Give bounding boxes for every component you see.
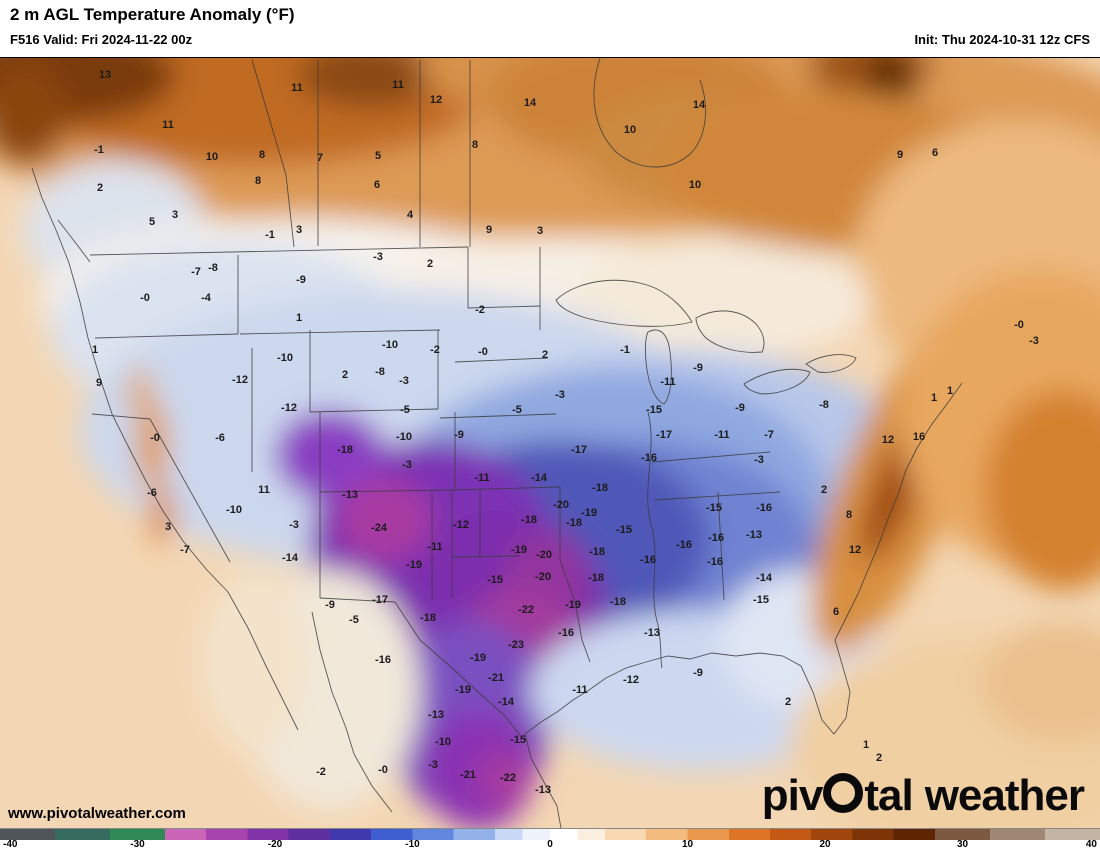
colorbar-tick-label: -10: [405, 839, 420, 850]
map-header: 2 m AGL Temperature Anomaly (°F) F516 Va…: [0, 0, 1100, 58]
colorbar-ticks: -40 -30 -20 -10 0 10 20 30 40: [0, 839, 1100, 850]
pivotal-weather-logo: piv tal weather: [761, 771, 1085, 820]
colorbar-tick-label: 20: [819, 839, 831, 850]
colorbar-tick-label: 10: [681, 839, 694, 850]
colorbar-tick-label: 0: [547, 839, 553, 850]
colorbar-tick-label: -40: [3, 839, 18, 850]
logo-text-weather: weather: [924, 771, 1085, 820]
init-time-label: Init: Thu 2024-10-31 12z CFS: [914, 32, 1090, 47]
page-title: 2 m AGL Temperature Anomaly (°F): [10, 5, 295, 24]
logo-text-piv: piv: [761, 771, 824, 820]
colorbar-tick-label: -30: [130, 839, 145, 850]
colorbar-gradient: [0, 828, 1100, 840]
colorbar-tick-label: 40: [1085, 839, 1097, 850]
logo-globe-icon: [823, 773, 864, 813]
watermark-url: www.pivotalweather.com: [8, 805, 186, 822]
valid-time-label: F516 Valid: Fri 2024-11-22 00z: [10, 32, 193, 47]
colorbar-tick-label: 30: [956, 839, 969, 850]
logo-text-tal: tal: [864, 771, 913, 820]
map-borders: [31, 57, 963, 828]
colorbar-legend: -40 -30 -20 -10 0 10 20 30 40: [0, 828, 1100, 850]
colorbar-tick-label: -20: [267, 839, 283, 850]
